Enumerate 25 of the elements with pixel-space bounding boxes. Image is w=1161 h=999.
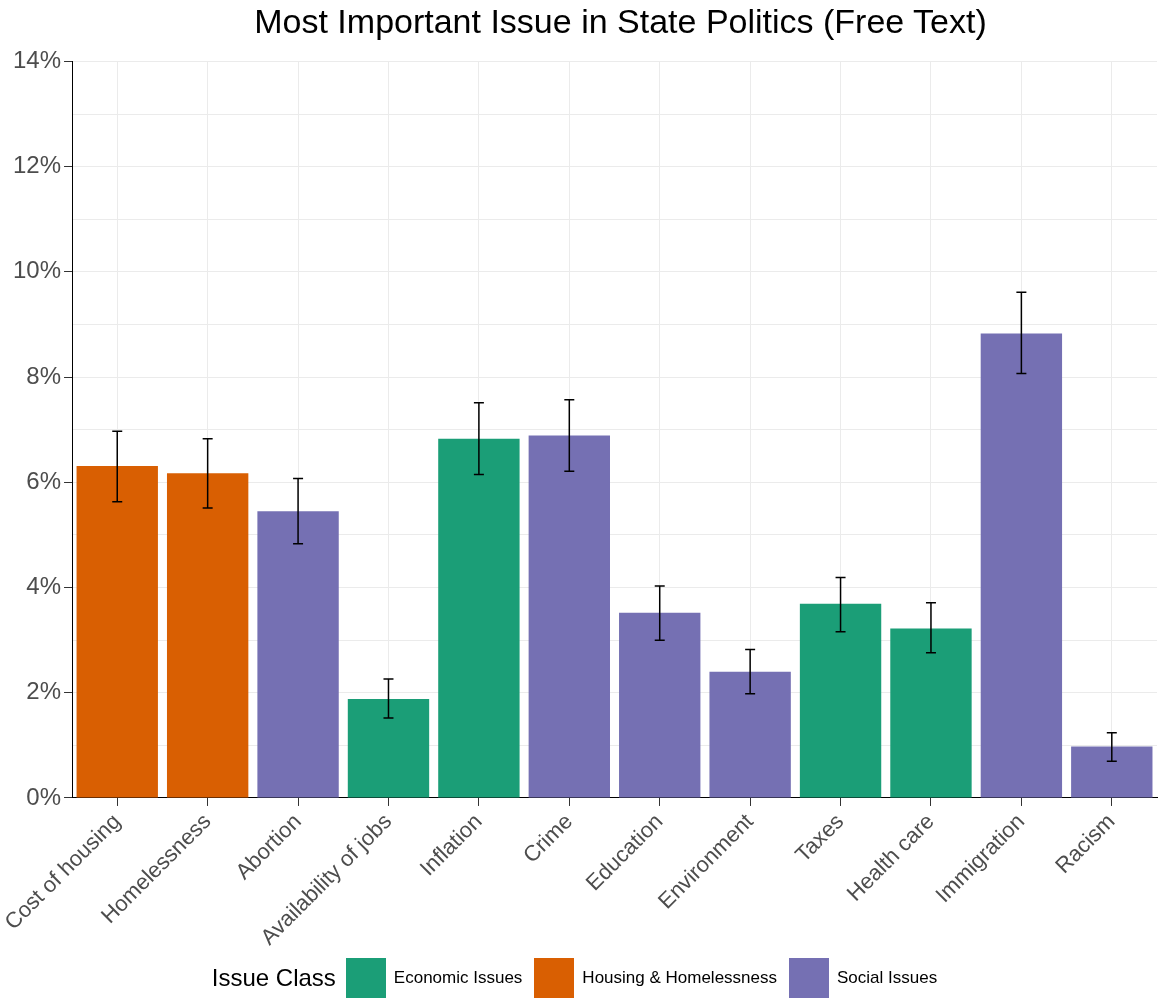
chart-title: Most Important Issue in State Politics (Free Text) bbox=[253, 2, 988, 41]
bar bbox=[257, 511, 339, 798]
y-tick-label: 6% bbox=[26, 466, 62, 494]
y-tick-label: 14% bbox=[12, 46, 62, 74]
y-tick-label: 0% bbox=[26, 782, 62, 810]
y-tick-label: 4% bbox=[26, 572, 62, 600]
bar bbox=[1071, 746, 1153, 798]
bar bbox=[76, 465, 158, 798]
bar bbox=[347, 699, 430, 798]
legend-label: Housing & Homelessness bbox=[582, 968, 778, 988]
y-tick-label: 2% bbox=[26, 677, 62, 705]
bar bbox=[980, 333, 1063, 798]
bar bbox=[709, 671, 791, 798]
bar bbox=[619, 612, 701, 798]
bar bbox=[799, 603, 882, 798]
y-tick-label: 10% bbox=[12, 256, 62, 284]
bar bbox=[528, 435, 610, 798]
legend-label: Economic Issues bbox=[393, 968, 523, 988]
bar bbox=[166, 473, 249, 798]
y-tick-label: 8% bbox=[26, 361, 62, 389]
bar bbox=[438, 438, 520, 798]
y-tick-label: 12% bbox=[12, 151, 62, 179]
legend-title: Issue Class bbox=[211, 964, 336, 992]
bar bbox=[890, 628, 972, 798]
legend-label: Social Issues bbox=[837, 968, 938, 988]
